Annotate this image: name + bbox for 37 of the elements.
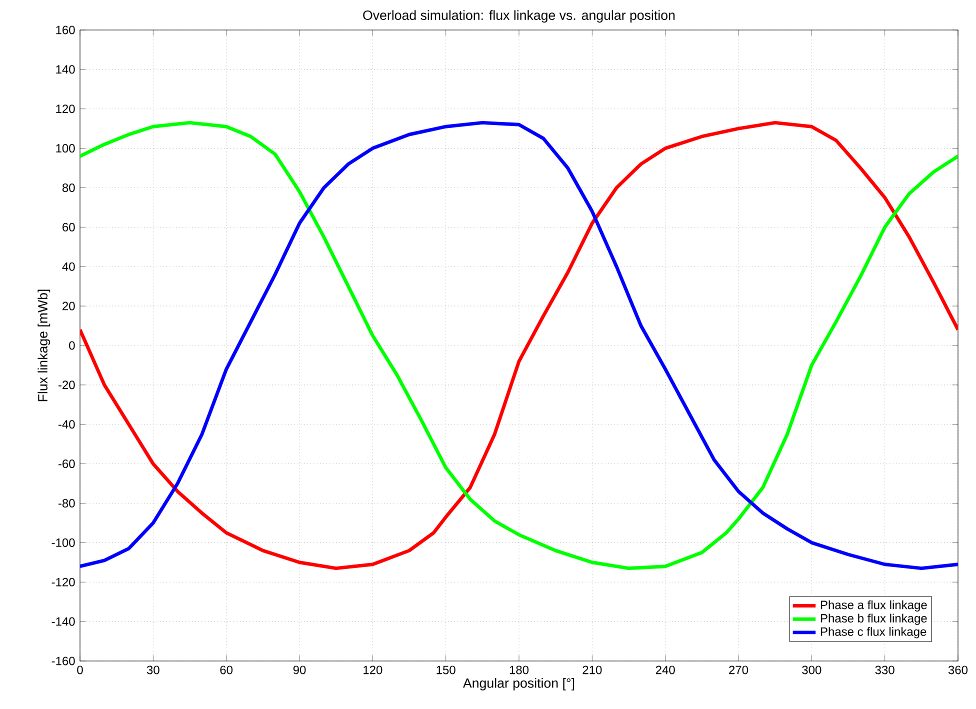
x-axis-title: Angular position [°]: [462, 678, 574, 690]
x-tick-label: 180: [510, 666, 529, 674]
x-tick-label: 0: [77, 666, 83, 674]
x-tick-label: 240: [656, 666, 675, 674]
y-tick-label: 160: [56, 26, 75, 34]
y-tick-label: 80: [62, 183, 75, 192]
y-tick-label: -20: [58, 380, 75, 390]
y-tick-label: -140: [52, 617, 75, 626]
y-tick-label: 40: [62, 262, 75, 271]
legend-label: Phase a flux linkage: [820, 600, 927, 612]
y-tick-label: -100: [52, 538, 75, 547]
y-tick-label: 60: [62, 222, 75, 232]
y-tick-label: -80: [58, 498, 75, 508]
y-tick-label: 0: [69, 341, 75, 350]
x-tick-label: 330: [875, 666, 894, 674]
line-series: [80, 120, 958, 570]
legend-label: Phase c flux linkage: [820, 627, 926, 638]
y-tick-label: -120: [52, 578, 75, 586]
x-tick-label: 270: [729, 666, 748, 674]
x-tick-label: 60: [220, 666, 233, 674]
y-axis-title: Flux linkage [mWb]: [38, 290, 50, 402]
y-tick-label: 100: [56, 144, 75, 153]
y-tick-label: 120: [56, 104, 75, 114]
x-tick-label: 210: [582, 666, 602, 674]
y-tick-label: -60: [58, 460, 75, 468]
x-tick-label: 300: [802, 666, 822, 674]
x-tick-label: 360: [948, 666, 968, 674]
x-tick-label: 150: [436, 666, 456, 674]
legend-label: Phase b flux linkage: [820, 614, 927, 625]
x-tick-label: 90: [293, 666, 306, 674]
x-tick-label: 120: [364, 666, 382, 674]
y-tick-label: 20: [62, 302, 75, 310]
x-tick-label: 30: [146, 666, 160, 674]
y-tick-label: -160: [52, 656, 75, 666]
chart-title: Overload simulation: flux linkage vs. angular position: [363, 10, 675, 23]
y-tick-label: 140: [56, 65, 75, 74]
y-tick-label: -40: [58, 420, 75, 429]
